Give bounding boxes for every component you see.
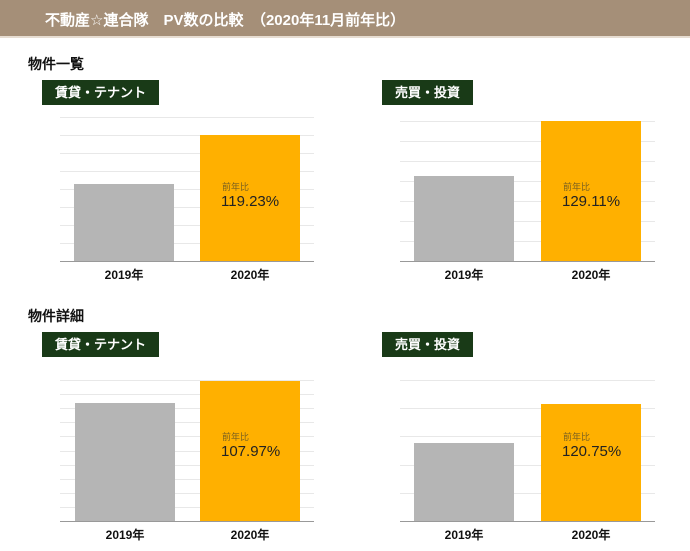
gridline [60, 243, 314, 244]
gridline [400, 181, 655, 182]
bar-chart: 2019年 前年比 120.75% 2020年 [400, 380, 655, 551]
gridline [60, 207, 314, 208]
gridline [60, 189, 314, 190]
gridline [400, 121, 655, 122]
bar-2020: 前年比 107.97% [200, 381, 300, 521]
page-header: 不動産☆連合隊 PV数の比較 （2020年11月前年比） [0, 0, 690, 38]
ratio-label: 前年比 [222, 182, 250, 192]
bar-chart: 2019年 前年比 119.23% 2020年 [60, 117, 314, 291]
page-title: 不動産☆連合隊 PV数の比較 （2020年11月前年比） [45, 12, 406, 29]
x-axis [60, 261, 314, 262]
bar-chart: 2019年 前年比 107.97% 2020年 [60, 380, 314, 551]
gridline [60, 478, 314, 480]
gridline [400, 436, 655, 438]
ratio-label: 前年比 [563, 182, 591, 192]
ratio-value: 107.97% [221, 442, 281, 460]
tag-rent: 賃貸・テナント [42, 80, 160, 105]
gridline [400, 464, 655, 466]
bar-2019 [74, 183, 174, 261]
x-axis-label: 2019年 [105, 528, 145, 542]
gridline [60, 225, 314, 226]
tag-sale: 売買・投資 [382, 80, 474, 105]
gridline [60, 450, 314, 452]
gridline [400, 141, 655, 142]
gridline [400, 408, 655, 410]
ratio-value: 119.23% [221, 193, 280, 210]
gridline [60, 422, 314, 424]
gridline [400, 201, 655, 202]
gridline [60, 117, 314, 118]
bar-chart: 2019年 前年比 129.11% 2020年 [400, 121, 655, 291]
x-axis-label: 2019年 [444, 528, 484, 542]
gridline [60, 436, 314, 438]
tag-sale: 売買・投資 [382, 332, 474, 357]
gridline [60, 380, 314, 381]
bar-2019 [414, 176, 514, 261]
x-axis [60, 521, 314, 522]
gridline [60, 506, 314, 508]
gridline [60, 153, 314, 154]
x-axis-label: 2020年 [571, 528, 611, 542]
bar-2019 [75, 402, 175, 521]
x-axis-label: 2020年 [571, 268, 611, 282]
gridline [60, 135, 314, 136]
ratio-value: 129.11% [562, 193, 621, 210]
bar-2019 [414, 443, 514, 521]
gridline [60, 408, 314, 410]
gridline [400, 492, 655, 494]
tag-rent: 賃貸・テナント [42, 332, 160, 357]
ratio-value: 120.75% [562, 442, 622, 460]
bar-2020: 前年比 120.75% [541, 403, 641, 521]
gridline [60, 171, 314, 172]
gridline [400, 161, 655, 162]
section-title-listing: 物件一覧 [28, 56, 84, 72]
gridline [60, 464, 314, 466]
x-axis-label: 2020年 [230, 528, 270, 542]
bar-2020: 前年比 129.11% [541, 121, 641, 261]
gridline [400, 221, 655, 222]
gridline [400, 241, 655, 242]
x-axis-label: 2020年 [230, 268, 270, 282]
x-axis [400, 261, 655, 262]
section-title-detail: 物件詳細 [28, 308, 84, 324]
x-axis-label: 2019年 [444, 268, 484, 282]
bar-2020: 前年比 119.23% [200, 135, 300, 261]
ratio-label: 前年比 [222, 431, 250, 442]
ratio-label: 前年比 [563, 431, 591, 442]
x-axis [400, 521, 655, 522]
gridline [60, 492, 314, 494]
gridline [400, 380, 655, 381]
x-axis-label: 2019年 [104, 268, 144, 282]
gridline [60, 394, 314, 396]
